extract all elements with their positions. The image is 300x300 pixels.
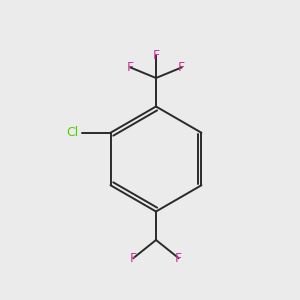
- Text: F: F: [178, 61, 185, 74]
- Text: F: F: [152, 49, 160, 62]
- Text: Cl: Cl: [66, 126, 78, 139]
- Text: F: F: [127, 61, 134, 74]
- Text: F: F: [130, 251, 137, 265]
- Text: F: F: [175, 251, 182, 265]
